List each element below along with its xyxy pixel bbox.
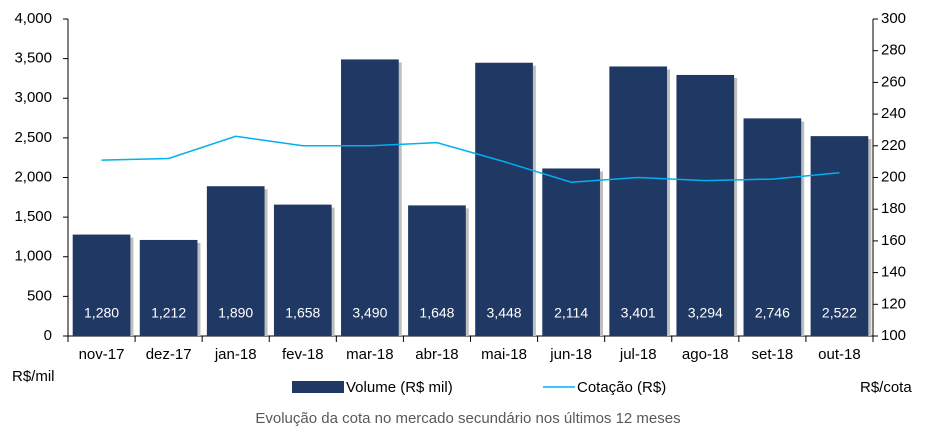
- bar: [609, 66, 668, 336]
- y-tick-label: 500: [27, 287, 52, 304]
- bar-value-label: 3,294: [688, 305, 723, 321]
- bar: [542, 168, 600, 336]
- bar-value-label: 1,648: [419, 305, 454, 321]
- y-tick-label: 1,000: [14, 248, 52, 265]
- legend-swatch: [292, 381, 344, 393]
- bar-value-label: 1,890: [218, 305, 253, 321]
- x-tick-label: jul-18: [619, 346, 657, 363]
- bar: [408, 205, 466, 336]
- bar-value-label: 1,212: [151, 305, 186, 321]
- y-tick-label: 2,500: [14, 129, 52, 146]
- bar-value-label: 2,522: [822, 305, 857, 321]
- bar: [341, 59, 399, 336]
- bar: [206, 186, 265, 336]
- bar: [676, 74, 735, 336]
- x-tick-label: mai-18: [481, 346, 527, 363]
- y-tick-label: 3,500: [14, 50, 52, 67]
- x-tick-label: jan-18: [214, 346, 257, 363]
- y2-tick-label: 140: [881, 264, 906, 281]
- y2-tick-label: 120: [881, 295, 906, 312]
- y2-tick-label: 160: [881, 232, 906, 249]
- y2-tick-label: 280: [881, 42, 906, 59]
- bar: [810, 136, 869, 336]
- bar-value-label: 1,280: [84, 305, 119, 321]
- legend-label: Cotação (R$): [577, 379, 666, 396]
- price-line: [101, 135, 840, 184]
- x-tick-label: set-18: [752, 346, 794, 363]
- bar: [475, 62, 533, 336]
- bar-value-label: 2,114: [554, 305, 588, 321]
- x-tick-label: out-18: [818, 346, 861, 363]
- x-tick-label: fev-18: [282, 346, 324, 363]
- y2-tick-label: 300: [881, 10, 906, 27]
- y2-axis-label: R$/cota: [860, 379, 912, 396]
- x-tick-label: mar-18: [346, 346, 394, 363]
- y-tick-label: 2,000: [14, 168, 52, 185]
- x-tick-label: ago-18: [682, 346, 729, 363]
- y-axis-label: R$/mil: [12, 368, 55, 385]
- bar-value-label: 3,490: [352, 305, 387, 321]
- x-tick-label: dez-17: [146, 346, 192, 363]
- x-tick-label: nov-17: [79, 346, 125, 363]
- bar-value-label: 1,658: [285, 305, 320, 321]
- x-tick-label: abr-18: [415, 346, 458, 363]
- bar: [743, 118, 802, 336]
- bar-value-label: 3,401: [621, 305, 656, 321]
- y-tick-label: 3,000: [14, 89, 52, 106]
- bar-value-label: 2,746: [755, 305, 790, 321]
- bar: [273, 204, 332, 336]
- bar-value-label: 3,448: [487, 305, 522, 321]
- x-tick-label: jun-18: [549, 346, 592, 363]
- y2-tick-label: 260: [881, 73, 906, 90]
- bar: [139, 239, 198, 336]
- y2-tick-label: 100: [881, 327, 906, 344]
- y2-tick-label: 220: [881, 137, 906, 154]
- legend-label: Volume (R$ mil): [346, 379, 453, 396]
- y2-tick-label: 240: [881, 105, 906, 122]
- bar: [72, 234, 131, 336]
- y-tick-label: 0: [44, 327, 52, 344]
- y2-tick-label: 200: [881, 168, 906, 185]
- caption: Evolução da cota no mercado secundário n…: [255, 410, 680, 427]
- y-tick-label: 4,000: [14, 10, 52, 27]
- y2-tick-label: 180: [881, 200, 906, 217]
- y-tick-label: 1,500: [14, 208, 52, 225]
